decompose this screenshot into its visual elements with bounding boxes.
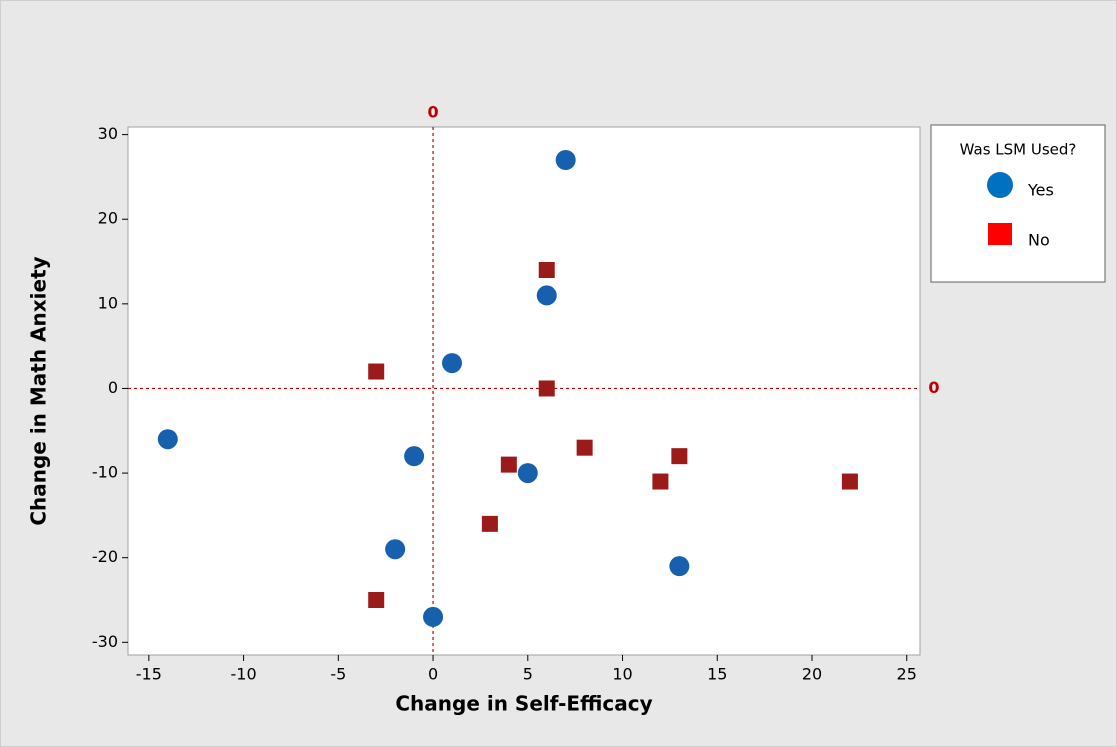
legend-title: Was LSM Used? — [960, 141, 1077, 159]
point — [157, 429, 178, 450]
reference-label-y: 0 — [928, 378, 939, 397]
plot-area — [127, 126, 921, 656]
x-tick-label: 10 — [612, 665, 632, 684]
point — [368, 363, 385, 380]
reference-label-x: 0 — [427, 103, 438, 122]
point — [368, 592, 385, 608]
legend-label: No — [1028, 231, 1050, 250]
point — [538, 262, 555, 278]
legend-marker — [988, 223, 1012, 245]
point — [536, 285, 557, 306]
point — [671, 448, 688, 465]
y-tick-label: 0 — [108, 378, 118, 397]
point — [669, 556, 690, 577]
x-tick-label: 5 — [523, 665, 533, 684]
point — [652, 473, 669, 490]
x-tick-label: -10 — [231, 665, 257, 684]
legend-label: Yes — [1027, 181, 1054, 200]
y-tick-label: -20 — [92, 547, 118, 566]
x-tick-label: 20 — [802, 665, 822, 684]
y-tick-label: 20 — [98, 209, 118, 228]
x-axis-title: Change in Self-Efficacy — [395, 692, 652, 716]
x-tick-label: 25 — [897, 665, 917, 684]
point — [576, 439, 593, 456]
point — [500, 456, 517, 473]
point — [442, 353, 462, 374]
x-tick-label: -5 — [330, 665, 346, 684]
y-tick-label: 10 — [98, 293, 118, 312]
point — [517, 463, 538, 484]
y-axis-title: Change in Math Anxiety — [27, 256, 51, 525]
point — [538, 380, 555, 397]
legend-box — [930, 124, 1106, 283]
y-tick-label: -10 — [92, 463, 118, 482]
point — [481, 515, 498, 532]
x-tick-label: 0 — [428, 665, 438, 684]
point — [404, 446, 425, 467]
point — [841, 473, 858, 490]
y-tick-label: -30 — [92, 632, 118, 651]
y-tick-label: 30 — [98, 124, 118, 143]
point — [385, 539, 406, 560]
x-tick-label: 15 — [707, 665, 727, 684]
x-tick-label: -15 — [136, 665, 162, 684]
point — [555, 150, 576, 170]
legend-marker — [987, 172, 1013, 198]
point — [423, 606, 444, 627]
